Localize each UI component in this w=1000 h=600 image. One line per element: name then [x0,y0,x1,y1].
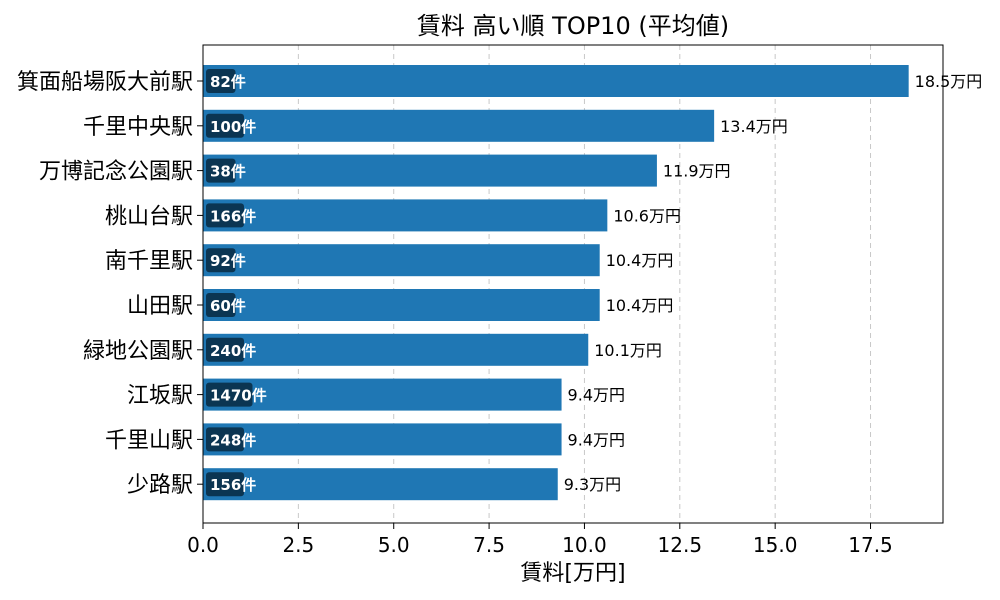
count-label: 92件 [210,252,246,270]
bar [203,244,600,277]
count-badge [206,293,236,317]
count-label: 38件 [210,163,246,181]
count-badge [206,427,244,452]
value-label: 11.9万円 [663,162,731,181]
value-label: 10.4万円 [606,251,674,270]
bar [203,378,562,411]
bar [203,423,562,456]
y-tick-label: 万博記念公園駅 [39,160,193,185]
chart-title: 賃料 高い順 TOP10 (平均値) [417,12,729,40]
bar [203,65,909,97]
y-tick-label: 南千里駅 [105,249,193,274]
count-badge [206,337,244,362]
bar [203,199,608,232]
count-badge [206,248,236,273]
value-label: 9.4万円 [568,430,625,449]
value-label: 10.1万円 [594,341,662,360]
y-tick-label: 山田駅 [127,294,193,319]
value-label: 18.5万円 [915,72,983,91]
x-axis: 0.0 2.5 5.0 7.5 10.0 12.5 15.0 17.5 [187,523,893,557]
count-label: 60件 [210,297,246,315]
x-tick-label: 7.5 [473,533,505,557]
y-tick-label: 千里中央駅 [83,115,193,140]
count-label: 248件 [210,431,256,449]
count-label: 240件 [210,342,256,360]
x-axis-title: 賃料[万円] [520,561,625,586]
bar [203,154,657,187]
plot-frame [202,44,944,524]
count-badge [206,203,244,228]
bars [203,65,909,501]
count-label: 156件 [210,476,256,494]
y-tick-label: 江坂駅 [127,384,193,409]
value-label: 13.4万円 [720,117,788,136]
y-tick-label: 緑地公園駅 [83,339,193,364]
count-label: 1470件 [210,387,267,405]
count-label: 82件 [210,73,246,91]
count-badge [206,69,236,93]
x-tick-label: 2.5 [282,533,314,557]
x-tick-label: 15.0 [753,533,798,557]
x-tick-label: 10.0 [562,533,607,557]
bar [203,468,558,501]
value-label: 9.3万円 [564,475,621,494]
value-label: 10.4万円 [606,296,674,315]
y-tick-label: 少路駅 [127,473,193,498]
y-tick-label: 千里山駅 [105,428,193,453]
y-tick-label: 桃山台駅 [105,204,193,229]
x-tick-label: 17.5 [848,533,893,557]
y-tick-label: 箕面船場阪大前駅 [17,70,193,95]
count-badge [206,472,244,497]
count-badge [206,113,244,138]
x-tick-label: 12.5 [658,533,703,557]
count-badge [206,158,236,183]
x-tick-label: 5.0 [378,533,410,557]
count-badge [206,382,253,407]
bar [203,109,715,142]
bar [203,289,600,321]
count-label: 100件 [210,118,256,136]
value-label: 9.4万円 [568,386,625,405]
x-tick-label: 0.0 [187,533,219,557]
value-label: 10.6万円 [613,206,681,225]
count-label: 166件 [210,207,256,225]
bar [203,333,589,366]
